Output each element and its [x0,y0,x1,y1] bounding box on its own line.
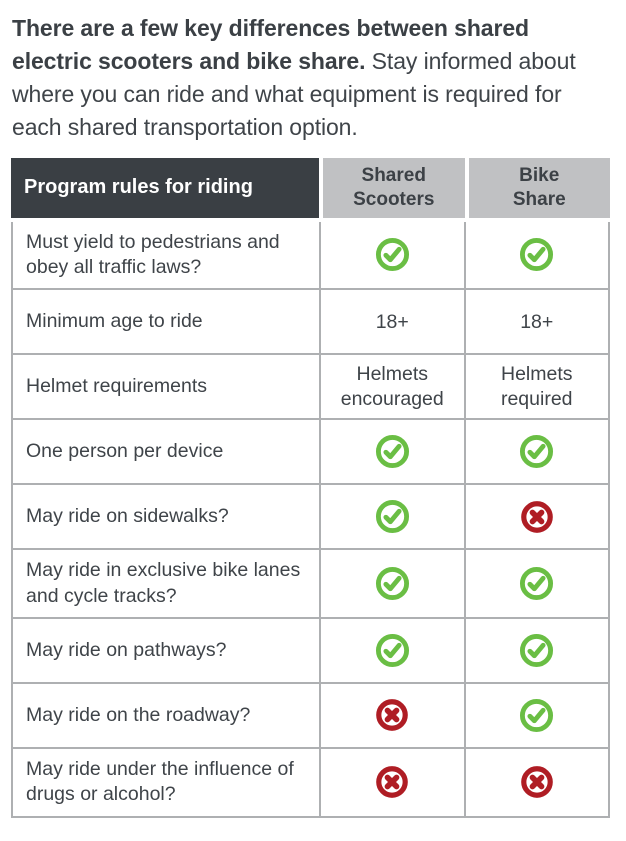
intro-rest-text: Stay informed about where you can ride a… [12,47,576,140]
row-label: May ride under the influence of drugs or… [26,757,294,806]
table-row: May ride on sidewalks? [13,483,609,549]
check-circle-icon [375,567,409,601]
intro-lead-text: There are a few key differences between … [12,15,529,74]
cell-shared-scooters [319,550,464,617]
check-circle-icon [375,633,409,667]
intro-paragraph: There are a few key differences between … [0,0,626,158]
check-circle-icon [375,435,409,469]
row-label: May ride on sidewalks? [26,505,229,528]
cell-bike-share [463,618,609,682]
header-bike-share: Bike Share [468,157,610,218]
x-circle-icon [520,766,553,799]
check-circle-icon [520,238,554,272]
row-label: Must yield to pedestrians and obey all t… [26,230,280,278]
table-row: One person per device [13,418,609,484]
check-circle-icon [520,698,554,732]
check-circle-icon [375,238,409,272]
cell-bike-share [463,420,609,484]
cell-shared-scooters [319,683,464,747]
table-body: Must yield to pedestrians and obey all t… [11,221,610,818]
table-row: Helmet requirements Helmets encouraged Hel… [13,353,609,419]
row-label: Helmet requirements [26,375,207,398]
check-circle-icon [520,435,554,469]
cell-shared-scooters [319,221,464,289]
cell-bike-share [463,485,609,549]
row-label: Minimum age to ride [26,310,203,333]
cell-shared-scooters [319,748,464,816]
rules-comparison-table: Program rules for riding Shared Scooters… [11,157,610,818]
x-circle-icon [520,500,553,533]
cell-shared-scooters: Helmets encouraged [319,355,464,419]
table-row: Must yield to pedestrians and obey all t… [13,221,609,289]
header-shared-scooters: Shared Scooters [323,157,465,218]
cell-bike-share [463,683,609,747]
check-circle-icon [520,567,554,601]
cell-bike-share: 18+ [463,290,609,354]
x-circle-icon [376,766,409,799]
row-label: One person per device [26,440,224,463]
check-circle-icon [520,633,554,667]
cell-bike-share [463,550,609,617]
cell-bike-share: Helmets required [463,355,609,419]
cell-bike-share [463,748,609,816]
table-header-row: Program rules for riding Shared Scooters… [11,157,610,218]
cell-bike-share [463,221,609,289]
table-row: May ride on the roadway? [13,681,609,747]
check-circle-icon [375,500,409,534]
x-circle-icon [376,699,409,732]
table-row: May ride in exclusive bike lanes and cyc… [13,548,608,617]
header-program-rules: Program rules for riding [11,157,319,218]
cell-shared-scooters [319,485,464,549]
table-row: May ride on pathways? [13,616,609,682]
row-label: May ride in exclusive bike lanes and cyc… [26,559,301,607]
cell-shared-scooters [319,618,464,682]
row-label: May ride on the roadway? [26,703,251,726]
table-row: May ride under the influence of drugs or… [13,746,609,816]
row-label: May ride on pathways? [26,638,227,661]
table-row: Minimum age to ride 18+ 18+ [13,288,609,354]
cell-shared-scooters: 18+ [319,290,464,354]
cell-shared-scooters [319,420,464,484]
